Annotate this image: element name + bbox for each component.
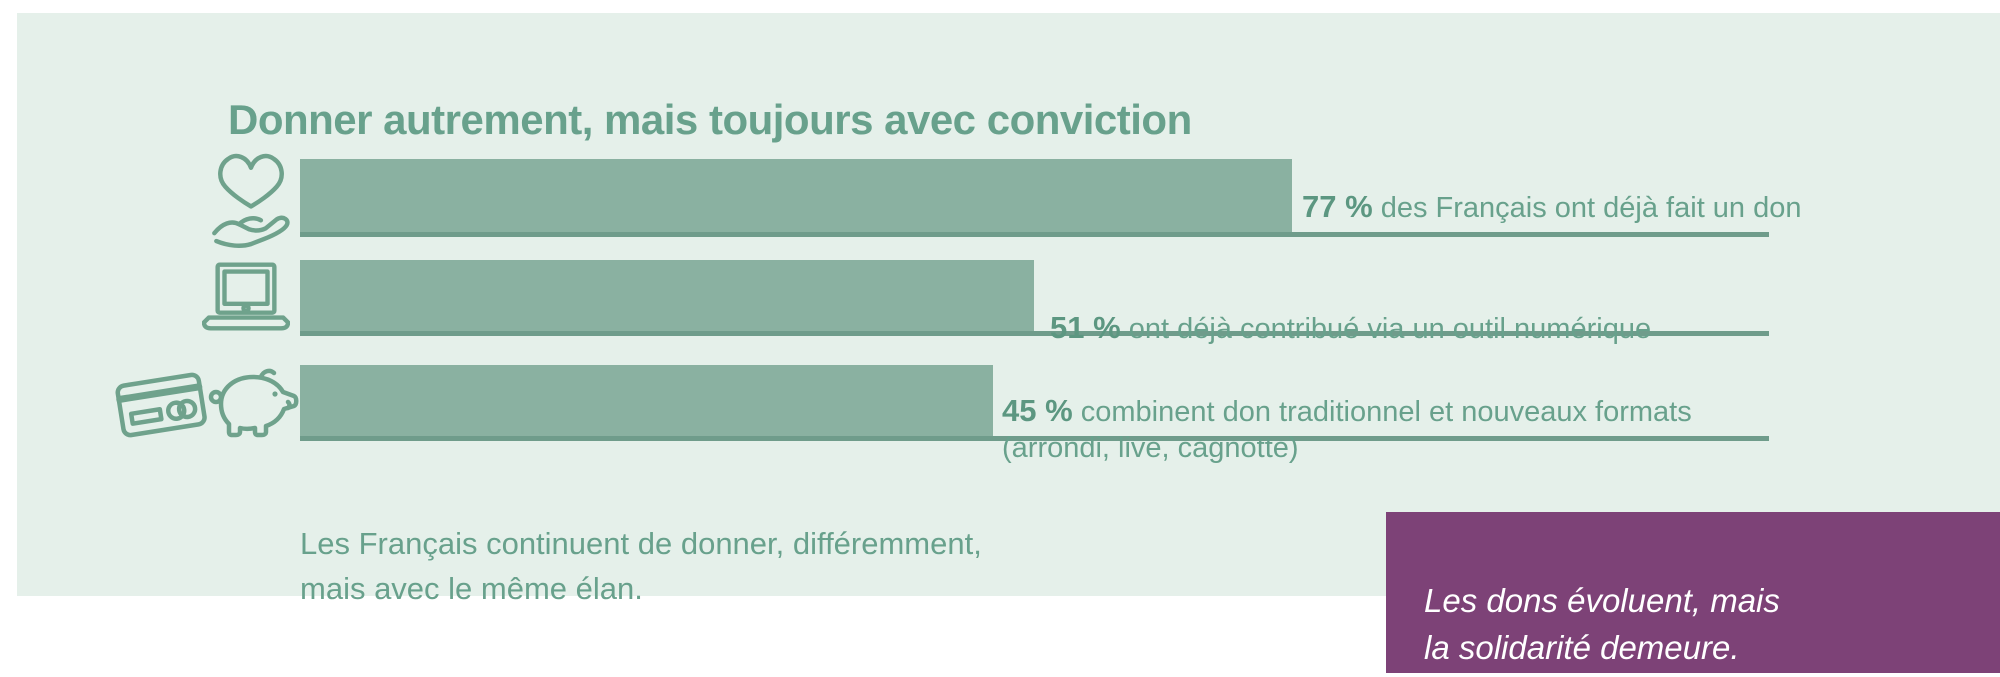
- caption-line-1: Les Français continuent de donner, diffé…: [300, 526, 982, 561]
- bar-baseline-2: [300, 331, 1769, 336]
- callout-line-1: Les dons évoluent, mais: [1424, 582, 1780, 619]
- bar-51-percent: [300, 260, 1034, 332]
- bar-text-3: combinent don traditionnel et nouveaux f…: [1002, 396, 1692, 464]
- bar-baseline-1: [300, 232, 1769, 237]
- caption: Les Français continuent de donner, diffé…: [300, 521, 982, 611]
- chart-title-bold-2: avec conviction: [884, 96, 1192, 144]
- bar-baseline-3: [300, 436, 1769, 441]
- piggy-bank-icon: [206, 362, 302, 442]
- chart-title-regular: mais toujours: [592, 96, 885, 144]
- callout-box: Les dons évoluent, mais la solidarité dem…: [1386, 512, 2000, 673]
- bar-77-percent: [300, 159, 1292, 233]
- bar-label-2: 51 % ont déjà contribué via un outil num…: [1050, 310, 1790, 347]
- bar-value-3: 45 %: [1002, 393, 1073, 428]
- callout-text: Les dons évoluent, mais la solidarité dem…: [1424, 577, 2000, 671]
- heart-in-hand-icon: [206, 146, 296, 250]
- bar-label-1: 77 % des Français ont déjà fait un don: [1302, 189, 1802, 226]
- chart-title: Donner autrement, mais toujours avec con…: [228, 96, 1192, 144]
- credit-card-icon: [112, 366, 210, 442]
- bar-text-1: des Français ont déjà fait un don: [1380, 192, 1802, 224]
- bar-value-1: 77 %: [1302, 189, 1373, 224]
- bar-45-percent: [300, 365, 993, 437]
- callout-line-2: la solidarité demeure.: [1424, 629, 1740, 666]
- bar-value-2: 51 %: [1050, 310, 1121, 345]
- caption-line-2: mais avec le même élan.: [300, 571, 643, 606]
- bar-text-2: ont déjà contribué via un outil numériqu…: [1128, 313, 1652, 345]
- laptop-icon: [202, 260, 290, 334]
- chart-title-bold-1: Donner autrement,: [228, 96, 593, 144]
- bar-label-3: 45 % combinent don traditionnel et nouve…: [1002, 393, 1757, 466]
